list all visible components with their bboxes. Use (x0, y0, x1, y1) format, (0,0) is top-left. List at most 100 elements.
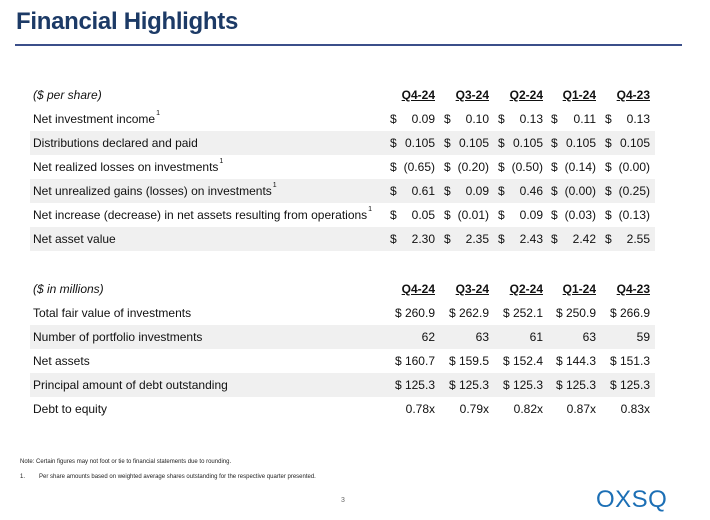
value-cell: $0.105 (444, 131, 489, 155)
currency-symbol: $ (498, 232, 505, 246)
rounding-note: Note: Certain figures may not foot or ti… (20, 459, 232, 465)
value-cell: $ (0.13) (605, 203, 650, 227)
value: $ 125.3 (448, 378, 489, 392)
value-cell: $ 252.1 (498, 301, 543, 325)
currency-symbol: $ (390, 184, 397, 198)
row-label-text: Number of portfolio investments (33, 330, 203, 344)
currency-symbol: $ (551, 136, 558, 150)
footnote-marker: 1 (156, 110, 160, 117)
value-cell: $ (0.25) (605, 179, 650, 203)
value: 0.105 (619, 136, 650, 150)
row-label: Net realized losses on investments1 (33, 155, 223, 179)
currency-symbol: $ (498, 184, 505, 198)
value-cell: $ 250.9 (551, 301, 596, 325)
value-cell: 0.83x (605, 397, 650, 421)
value-cell: $0.13 (498, 107, 543, 131)
currency-symbol: $ (605, 208, 612, 222)
value-cell: $ 260.9 (390, 301, 435, 325)
value-cell: $ 266.9 (605, 301, 650, 325)
value-cell: $0.61 (390, 179, 435, 203)
value: $ 260.9 (394, 306, 435, 320)
currency-symbol: $ (498, 112, 505, 126)
value: 0.78x (405, 402, 435, 416)
table-header-row: ($ in millions) Q4-24 Q3-24 Q2-24 Q1-24 Q4-23 (30, 277, 655, 301)
currency-symbol: $ (498, 136, 505, 150)
table-row: Net investment income1 $0.09 $0.10 $0.13 $0.… (30, 107, 655, 131)
value: $ 125.3 (502, 378, 543, 392)
currency-symbol: $ (551, 160, 558, 174)
value-cell: $0.09 (444, 179, 489, 203)
value-cell: $2.55 (605, 227, 650, 251)
value-cell: 61 (498, 325, 543, 349)
value-cell: $ 125.3 (390, 373, 435, 397)
column-header: Q3-24 (455, 88, 489, 102)
table-row: Net realized losses on investments1 $ (0.6… (30, 155, 655, 179)
value: (0.14) (564, 160, 596, 174)
table-row: Principal amount of debt outstanding $ 12… (30, 373, 655, 397)
row-label: Number of portfolio investments (33, 325, 202, 349)
currency-symbol: $ (444, 208, 451, 222)
value-cell: 59 (605, 325, 650, 349)
value: (0.50) (511, 160, 543, 174)
row-label-text: Net assets (33, 354, 90, 368)
page-number: 3 (341, 497, 345, 504)
value: 62 (421, 330, 435, 344)
value-cell: $ 125.3 (498, 373, 543, 397)
value-cell: $0.46 (498, 179, 543, 203)
value: 0.11 (573, 112, 596, 126)
value-cell: 63 (444, 325, 489, 349)
footnote-marker: 1 (272, 182, 277, 189)
row-label: Net assets (33, 349, 90, 373)
column-header: Q2-24 (509, 282, 543, 296)
value: (0.03) (564, 208, 596, 222)
row-label: Net increase (decrease) in net assets re… (33, 203, 372, 227)
value-cell: $0.11 (551, 107, 596, 131)
footnote-marker: 1 (219, 158, 224, 165)
value-cell: $ (0.50) (498, 155, 543, 179)
value: 0.87x (566, 402, 596, 416)
value-cell: $0.10 (444, 107, 489, 131)
value-cell: $ (0.20) (444, 155, 489, 179)
value: 0.13 (626, 112, 650, 126)
value-cell: 62 (390, 325, 435, 349)
currency-symbol: $ (390, 208, 397, 222)
company-logo: OXSQ (596, 486, 668, 513)
table-row: Total fair value of investments $ 260.9 $ … (30, 301, 655, 325)
value: (0.13) (618, 208, 650, 222)
row-label: Debt to equity (33, 397, 107, 421)
value: $ 252.1 (502, 306, 543, 320)
value-cell: $ (0.00) (551, 179, 596, 203)
value-cell: $2.42 (551, 227, 596, 251)
currency-symbol: $ (605, 112, 612, 126)
currency-symbol: $ (605, 232, 612, 246)
column-header: Q4-24 (401, 282, 435, 296)
value: 2.30 (411, 232, 435, 246)
value-cell: 0.78x (390, 397, 435, 421)
value: $ 125.3 (609, 378, 650, 392)
value-cell: 0.87x (551, 397, 596, 421)
value: 63 (475, 330, 489, 344)
value-cell: $ 151.3 (605, 349, 650, 373)
title-divider (15, 44, 682, 46)
row-label-text: Net asset value (33, 232, 116, 246)
value-cell: $0.09 (498, 203, 543, 227)
millions-table: ($ in millions) Q4-24 Q3-24 Q2-24 Q1-24 Q4-23… (30, 277, 655, 421)
value: 0.83x (620, 402, 650, 416)
table-row: Net assets $ 160.7 $ 159.5 $ 152.4 $ 144.3 $ … (30, 349, 655, 373)
value-cell: $ (0.65) (390, 155, 435, 179)
table-row: Number of portfolio investments 62 63 61 63 5… (30, 325, 655, 349)
footnote-number: 1. (20, 474, 26, 480)
value: $ 250.9 (555, 306, 596, 320)
value-cell: $2.43 (498, 227, 543, 251)
footnote-marker: 1 (368, 206, 373, 213)
value: 0.09 (465, 184, 489, 198)
value-cell: $ 144.3 (551, 349, 596, 373)
currency-symbol: $ (605, 160, 612, 174)
column-header: Q3-24 (455, 282, 489, 296)
row-label: Principal amount of debt outstanding (33, 373, 228, 397)
table-header-row: ($ per share) Q4-24 Q3-24 Q2-24 Q1-24 Q4-23 (30, 83, 655, 107)
currency-symbol: $ (498, 160, 505, 174)
column-header: Q1-24 (562, 282, 596, 296)
row-label-text: Net realized losses on investments (33, 160, 219, 174)
value-cell: $2.30 (390, 227, 435, 251)
